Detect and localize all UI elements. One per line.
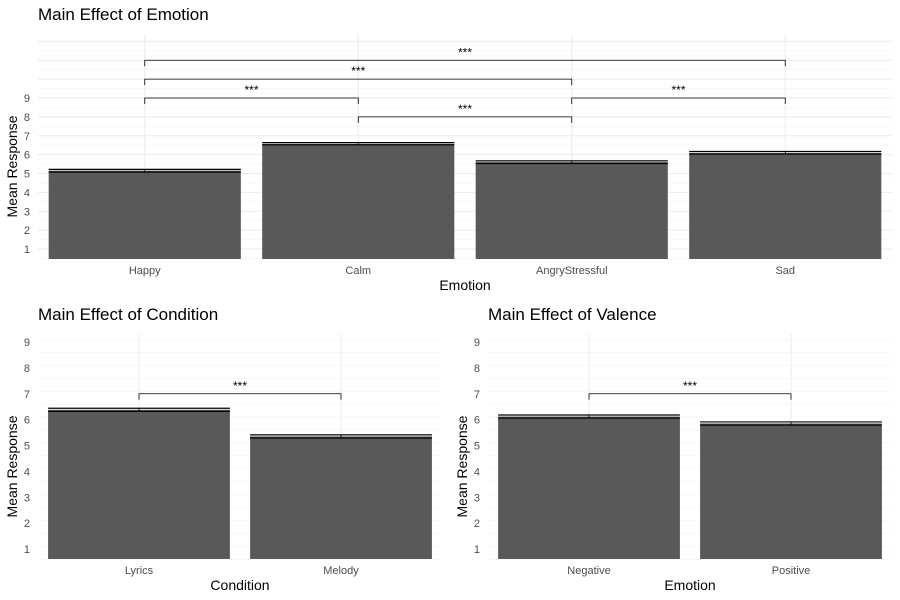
y-tick-label: 9 xyxy=(474,337,480,349)
x-tick-label: AngryStressful xyxy=(536,265,608,277)
x-tick-label: Negative xyxy=(567,565,610,577)
significance-bracket: *** xyxy=(144,64,573,86)
x-axis-label: Emotion xyxy=(664,577,715,593)
y-tick-label: 7 xyxy=(24,131,30,143)
y-tick-label: 2 xyxy=(24,518,30,530)
significance-label: *** xyxy=(244,83,258,97)
significance-bracket: *** xyxy=(357,102,573,123)
significance-label: *** xyxy=(671,83,685,97)
error-bar-angrystressful xyxy=(475,160,668,165)
significance-label: *** xyxy=(458,102,472,116)
error-bar-happy xyxy=(48,168,241,173)
y-tick-label: 2 xyxy=(24,225,30,237)
error-bar-lyrics xyxy=(48,407,230,412)
y-axis-label: Mean Response xyxy=(4,115,20,217)
y-tick-label: 4 xyxy=(24,466,30,478)
bar-happy xyxy=(48,170,241,259)
bar-negative xyxy=(498,416,680,559)
y-tick-label: 1 xyxy=(24,244,30,256)
bar-angrystressful xyxy=(475,162,668,259)
y-tick-label: 6 xyxy=(24,150,30,162)
significance-bracket: *** xyxy=(138,379,342,400)
bar-calm xyxy=(262,143,455,259)
significance-label: *** xyxy=(458,45,472,59)
bar-sad xyxy=(689,152,882,259)
y-tick-label: 5 xyxy=(24,169,30,181)
x-tick-label: Positive xyxy=(772,565,811,577)
error-bar-negative xyxy=(498,414,680,419)
y-axis-label: Mean Response xyxy=(454,415,470,517)
y-tick-label: 4 xyxy=(24,187,30,199)
y-tick-label: 8 xyxy=(24,112,30,124)
x-tick-label: Lyrics xyxy=(125,565,154,577)
y-tick-label: 3 xyxy=(24,206,30,218)
x-axis-label: Emotion xyxy=(439,277,490,293)
y-tick-label: 3 xyxy=(24,492,30,504)
x-tick-label: Calm xyxy=(345,265,371,277)
panel-1: Happy Calm AngryStressful Sad 1 2 3 4 5 6 7 8 9 *** **… xyxy=(4,5,892,293)
x-tick-label: Sad xyxy=(775,265,795,277)
bar-positive xyxy=(700,423,882,559)
y-tick-label: 2 xyxy=(474,518,480,530)
y-tick-label: 6 xyxy=(474,415,480,427)
significance-bracket: *** xyxy=(144,83,359,104)
y-tick-label: 7 xyxy=(474,389,480,401)
significance-bracket: *** xyxy=(144,45,786,67)
error-bar-sad xyxy=(689,150,882,155)
bar-lyrics xyxy=(48,409,230,559)
chart-title: Main Effect of Condition xyxy=(38,305,218,324)
error-bar-calm xyxy=(262,141,455,146)
y-tick-label: 3 xyxy=(474,492,480,504)
y-tick-label: 5 xyxy=(474,441,480,453)
y-tick-label: 8 xyxy=(24,363,30,375)
y-tick-label: 6 xyxy=(24,415,30,427)
y-tick-label: 9 xyxy=(24,337,30,349)
significance-label: *** xyxy=(351,64,365,78)
significance-label: *** xyxy=(683,379,697,393)
chart-title: Main Effect of Valence xyxy=(488,305,657,324)
bar-melody xyxy=(250,436,432,559)
y-tick-label: 8 xyxy=(474,363,480,375)
panel-2: Lyrics Melody 1 2 3 4 5 6 7 8 9 *** Main Effect of C… xyxy=(4,305,442,593)
significance-bracket: *** xyxy=(588,379,792,400)
significance-bracket: *** xyxy=(571,83,786,104)
chart-title: Main Effect of Emotion xyxy=(38,5,209,24)
error-bar-melody xyxy=(250,434,432,439)
y-tick-label: 5 xyxy=(24,441,30,453)
x-tick-label: Happy xyxy=(129,265,161,277)
x-axis-label: Condition xyxy=(210,577,269,593)
y-tick-label: 9 xyxy=(24,93,30,105)
panel-3: Negative Positive 1 2 3 4 5 6 7 8 9 *** Main Effect … xyxy=(454,305,892,593)
x-tick-label: Melody xyxy=(323,565,359,577)
significance-label: *** xyxy=(233,379,247,393)
y-tick-label: 7 xyxy=(24,389,30,401)
y-axis-label: Mean Response xyxy=(4,415,20,517)
y-tick-label: 4 xyxy=(474,466,480,478)
error-bar-positive xyxy=(700,421,882,426)
y-tick-label: 1 xyxy=(474,544,480,556)
y-tick-label: 1 xyxy=(24,544,30,556)
